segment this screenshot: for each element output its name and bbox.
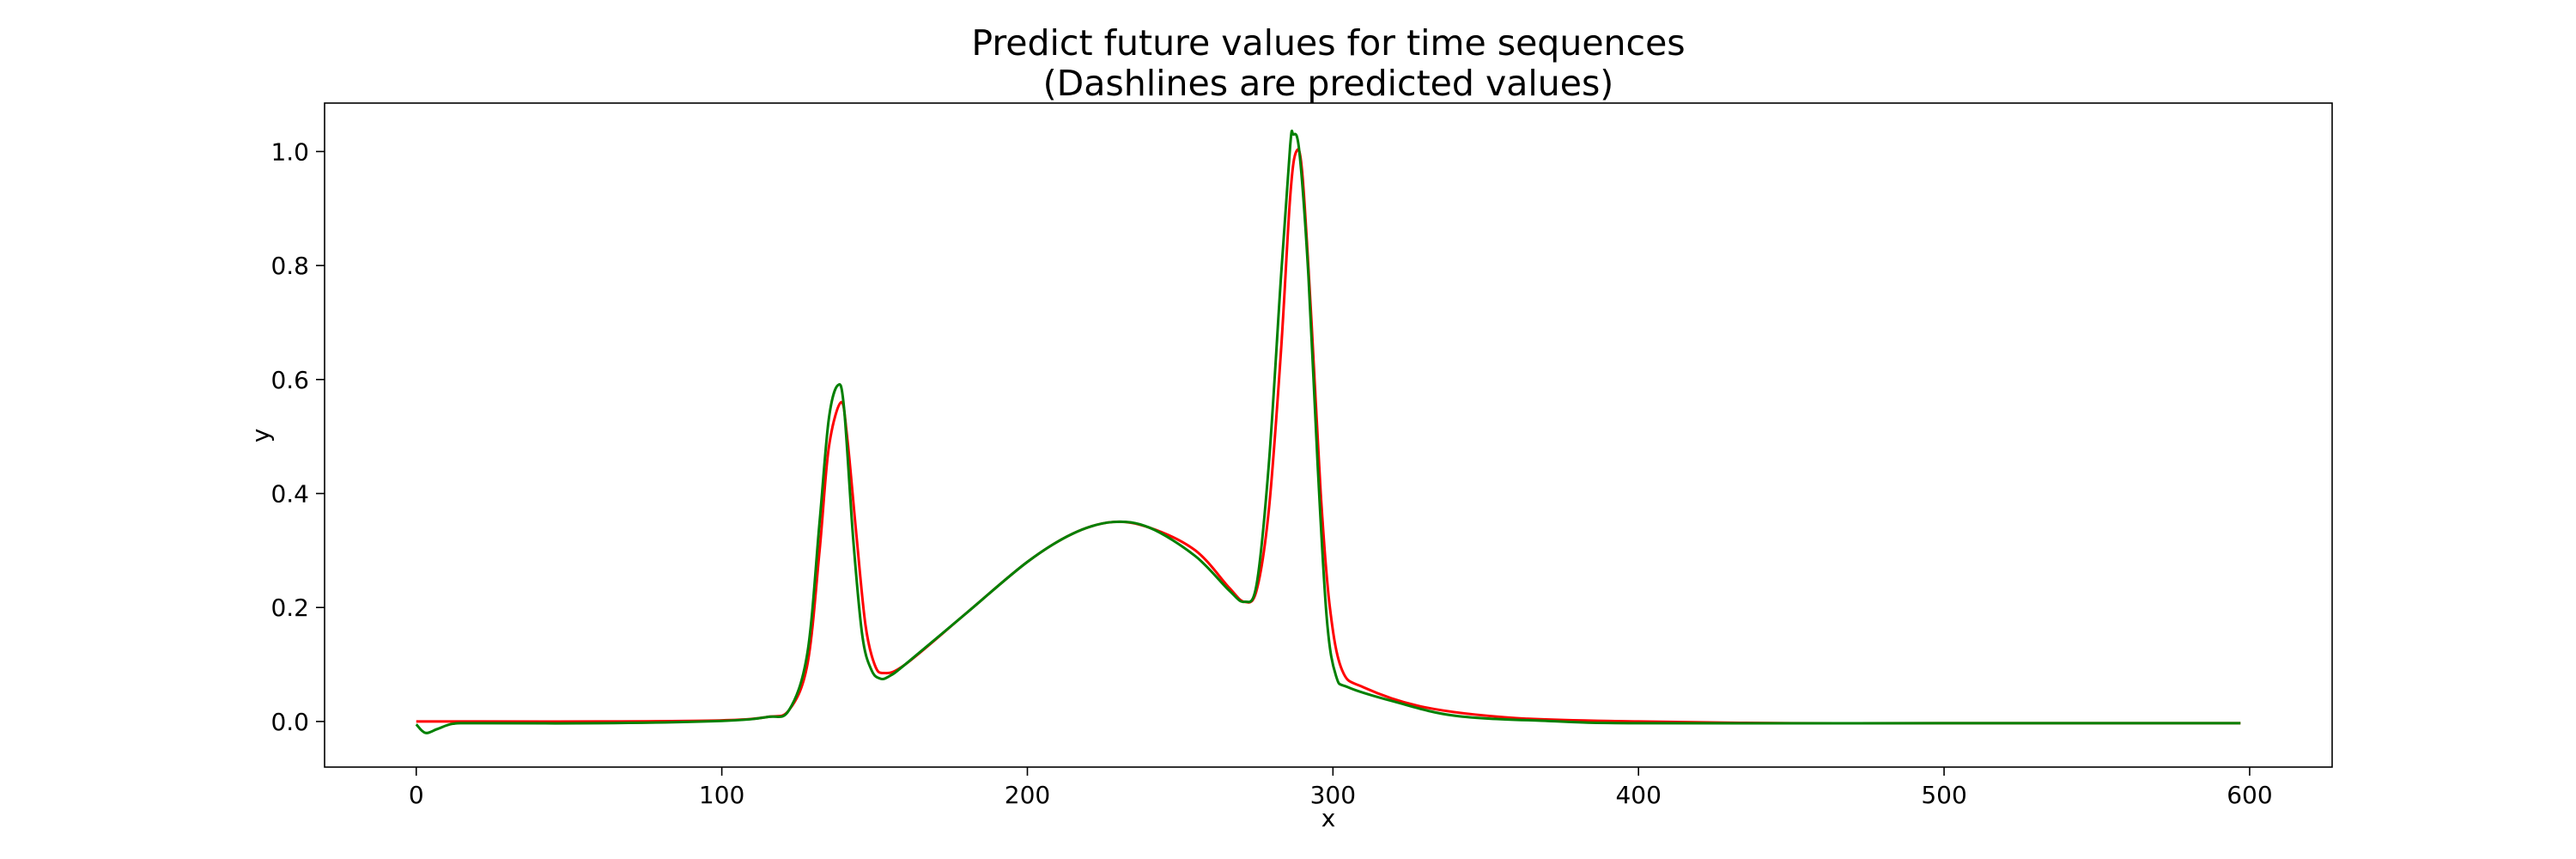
series-layer xyxy=(415,129,2241,734)
x-axis-label: x xyxy=(1321,804,1336,832)
x-tick-label: 500 xyxy=(1921,781,1966,809)
x-tick-label: 0 xyxy=(409,781,424,809)
y-tick-label: 0.8 xyxy=(270,252,309,280)
y-tick-label: 0.4 xyxy=(270,480,309,509)
series-line-1 xyxy=(415,129,2241,734)
x-tick-label: 100 xyxy=(699,781,744,809)
x-tick-label: 400 xyxy=(1615,781,1661,809)
y-tick-label: 0.6 xyxy=(270,366,309,394)
y-tick-label: 0.0 xyxy=(270,708,309,736)
x-tick-label: 200 xyxy=(1005,781,1050,809)
y-axis-ticks: 0.0 0.2 0.4 0.6 0.8 1.0 xyxy=(270,137,325,736)
y-tick-label: 1.0 xyxy=(270,137,309,166)
x-tick-label: 600 xyxy=(2227,781,2272,809)
x-tick-label: 300 xyxy=(1310,781,1356,809)
chart-title-line2: (Dashlines are predicted values) xyxy=(1043,63,1614,104)
series-line-0 xyxy=(416,148,2241,725)
y-axis-label: y xyxy=(246,429,275,443)
chart-title-line1: Predict future values for time sequences xyxy=(971,22,1685,64)
y-tick-label: 0.2 xyxy=(270,594,309,622)
plot-area xyxy=(415,129,2241,734)
x-axis-ticks: 0 100 200 300 400 500 600 xyxy=(409,767,2273,809)
plot-frame xyxy=(324,102,2333,768)
